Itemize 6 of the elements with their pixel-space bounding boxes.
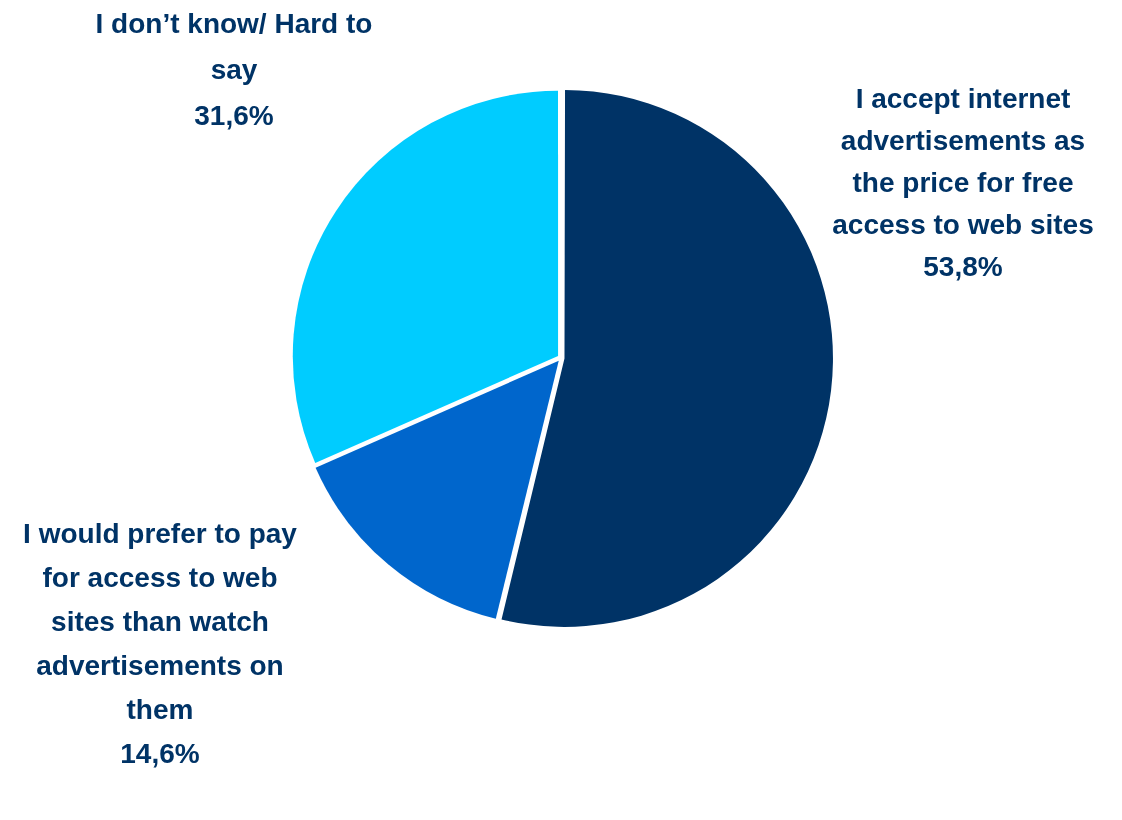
slice-label: I would prefer to pay for access to web sites than watch advertisements on them (23, 517, 298, 725)
data-label: 31,6% (194, 99, 274, 131)
slice-label: I don’t know/ Hard to say (95, 7, 373, 85)
slice-label: I accept internet advertisements as the price for free access to web sites (832, 82, 1094, 240)
data-label: 53,8% (923, 250, 1003, 282)
data-label: 14,6% (120, 737, 200, 769)
